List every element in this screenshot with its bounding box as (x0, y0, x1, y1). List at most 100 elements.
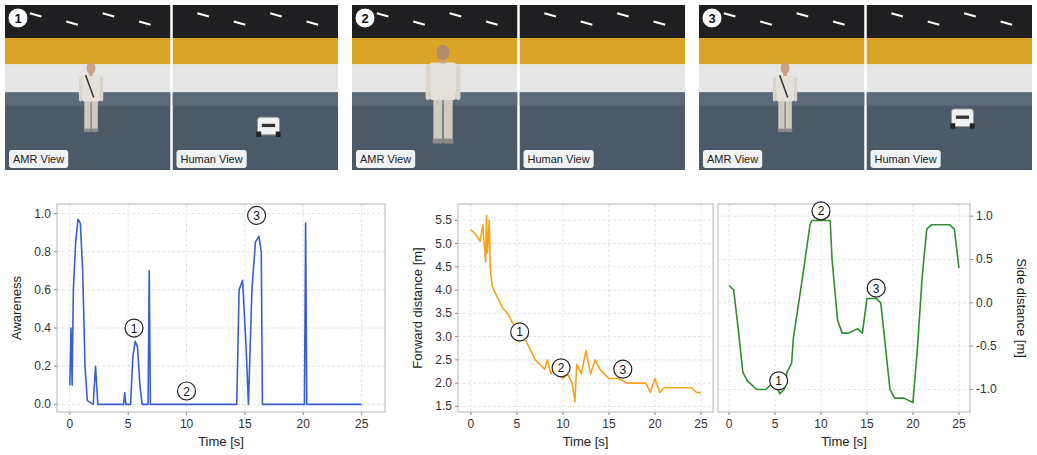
person-leg (786, 99, 792, 130)
image-view (173, 5, 339, 170)
person-shoe (444, 139, 454, 144)
wall-band (867, 38, 1033, 64)
tick-label-y: 2.5 (435, 353, 452, 367)
y-axis-title: Forward distance [m] (410, 247, 425, 368)
person-shoe (778, 129, 785, 132)
wall-band (352, 38, 518, 64)
image-view (867, 5, 1033, 170)
tick-label-y: 1.0 (34, 207, 51, 221)
person-arm (79, 77, 82, 102)
y-axis-title: Side distance [m] (1014, 258, 1029, 358)
tick-label-y: 1.5 (435, 399, 452, 413)
person-arm (456, 64, 461, 100)
robot-wheel (276, 132, 281, 138)
grid-x (729, 204, 730, 412)
grid-x (128, 204, 129, 412)
tick-label-x: 10 (814, 417, 828, 431)
tick-label-x: 20 (297, 417, 311, 431)
tick-label-y: 0.8 (34, 245, 51, 259)
wall-band (699, 38, 865, 64)
plot-bg (458, 204, 713, 412)
floor-far (520, 92, 686, 105)
tick-label-x: 0 (66, 417, 73, 431)
tick-label-y: 4.5 (435, 260, 452, 274)
robot-wheel (256, 132, 261, 138)
person-shoe (433, 139, 443, 144)
tick-label-y: 0.0 (34, 397, 51, 411)
robot-wheel (950, 123, 955, 129)
tick-label-x: 0 (468, 417, 475, 431)
annotation-circle (248, 206, 266, 224)
grid-x (516, 204, 517, 412)
annotation-circle (770, 372, 788, 390)
floor-far (867, 92, 1033, 105)
grid-y (57, 328, 385, 329)
plot-bg (57, 204, 385, 412)
floor (699, 92, 865, 170)
robot-panel (262, 124, 275, 127)
data-group (729, 220, 959, 402)
tick-label-y: 0.5 (976, 252, 993, 266)
grid-y (458, 359, 713, 360)
ceiling-light (654, 22, 666, 25)
image-view (352, 5, 518, 170)
annotation-circle (867, 279, 885, 297)
grid-y (57, 366, 385, 367)
ceiling-light (617, 13, 629, 16)
figure: AMR ViewHuman View1AMR ViewHuman View2AM… (0, 0, 1037, 455)
ceiling-light (197, 13, 209, 16)
image-number: 2 (361, 11, 368, 26)
tick-label-x: 5 (514, 417, 521, 431)
grid-x (821, 204, 822, 412)
tick-label-x: 15 (238, 417, 252, 431)
person-torso (82, 75, 100, 101)
view-label-bg (9, 150, 68, 168)
tick-label-x: 5 (772, 417, 779, 431)
image-number: 3 (708, 11, 715, 26)
view-label: AMR View (360, 153, 411, 165)
image-badge (702, 8, 722, 28)
plot-frame (57, 204, 385, 412)
tick-label-x: 25 (355, 417, 369, 431)
annotation-circle (511, 323, 529, 341)
grid-y (458, 290, 713, 291)
plot-frame (458, 204, 713, 412)
person-arm (794, 77, 797, 102)
tick-label-x: 15 (602, 417, 616, 431)
chart-panel: 05101520250.00.20.40.60.81.0123Time [s]A… (9, 204, 385, 449)
person-head (781, 63, 790, 74)
grid-x (958, 204, 959, 412)
tick-label-x: 5 (125, 417, 132, 431)
annotation-label: 2 (183, 385, 190, 399)
tick-label-x: 25 (694, 417, 708, 431)
image-badge (355, 8, 375, 28)
annotation-label: 1 (516, 325, 523, 339)
person-leg (92, 99, 98, 130)
view-label: Human View (528, 153, 590, 165)
plot-frame (718, 204, 970, 412)
grid-y (57, 251, 385, 252)
tick-label-x: 10 (180, 417, 194, 431)
data-line (471, 216, 701, 402)
floor (173, 92, 339, 170)
annotation-circle (614, 360, 632, 378)
ceiling-light (486, 22, 498, 25)
chart-panel: 0510152025-1.0-0.50.00.51.0123Time [s]Si… (718, 202, 1029, 449)
tick-label-y: 4.0 (435, 283, 452, 297)
tick-label-y: 0.0 (976, 296, 993, 310)
grid-y (718, 259, 970, 260)
grid-x (912, 204, 913, 412)
image-panel: AMR View Human View 2 (352, 5, 685, 170)
grid-y (57, 289, 385, 290)
ceiling-light (544, 13, 556, 16)
x-axis-title: Time [s] (563, 434, 609, 449)
tick-label-x: 10 (556, 417, 570, 431)
image-view (520, 5, 686, 170)
ceiling-light (724, 13, 736, 16)
grid-x (361, 204, 362, 412)
person-shoe (92, 129, 99, 132)
person-shoe (786, 129, 793, 132)
view-label-bg (177, 150, 247, 168)
ceiling-light (270, 13, 282, 16)
tick-label-y: 0.6 (34, 283, 51, 297)
